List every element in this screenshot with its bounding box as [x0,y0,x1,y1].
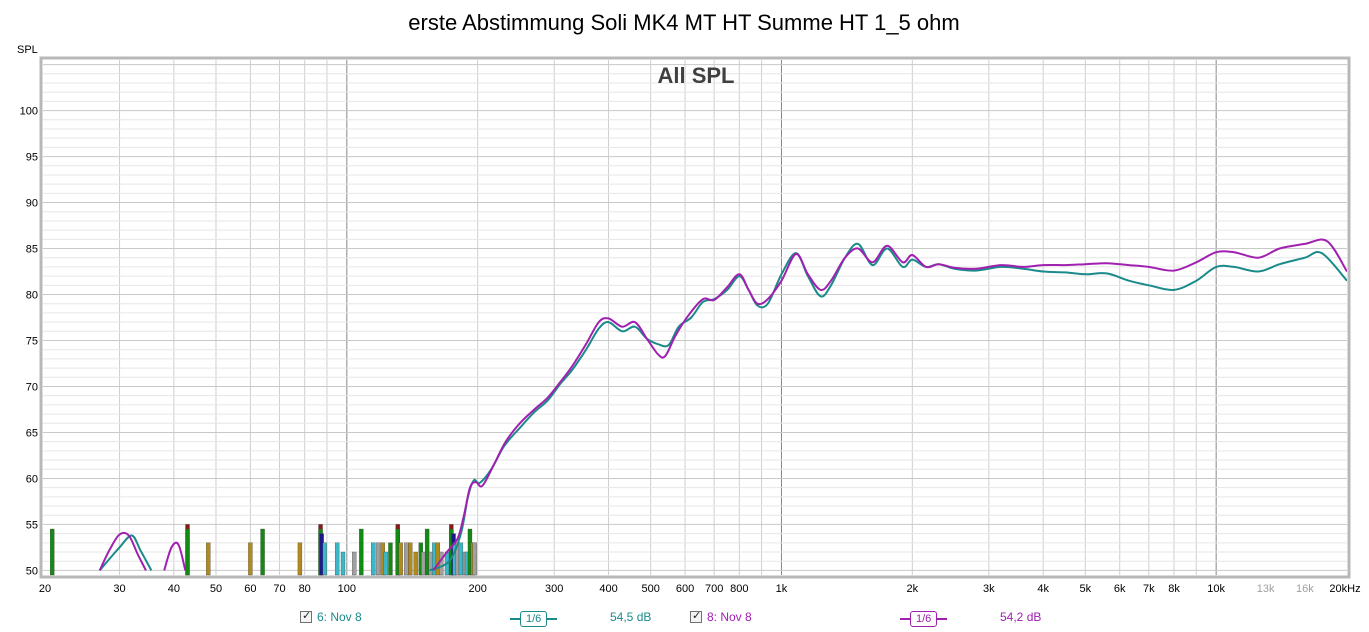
y-axis-label: SPL [17,44,38,56]
harmonic-bar [472,542,477,576]
harmonic-bar [248,542,253,576]
harmonic-bar [375,542,381,576]
harmonic-bar [428,551,433,576]
x-tick-label: 500 [641,583,659,595]
harmonic-bar [413,551,418,576]
x-tick-label: 200 [468,583,486,595]
series-line-2 [432,238,1347,571]
x-tick-label: 2k [907,583,919,595]
harmonic-bar [334,542,340,576]
series-2-label[interactable]: 8: Nov 8 [707,610,752,624]
y-tick-label: 65 [26,427,38,439]
harmonic-bar [424,528,430,576]
series-1-level: 54,5 dB [610,610,652,624]
x-tick-label: 13k [1257,583,1275,595]
chart-title: erste Abstimmung Soli MK4 MT HT Summe HT… [408,10,959,35]
harmonic-bar [359,528,364,576]
harmonic-bar [352,551,357,576]
y-tick-label: 95 [26,152,38,164]
x-tick-label: 16k [1296,583,1314,595]
series-line-2 [163,541,187,571]
series-1-checkbox[interactable] [300,609,312,623]
legend-item-series-2[interactable]: 8: Nov 8 [690,609,752,624]
y-tick-label: 55 [26,519,38,531]
harmonic-bar [206,542,211,576]
harmonic-bar [322,542,327,576]
y-tick-label: 90 [26,198,38,210]
harmonic-bar [458,542,464,576]
series-1-smoothing-value[interactable]: 1/6 [520,611,548,627]
x-tick-label: 800 [730,583,748,595]
x-tick-label: 10k [1207,583,1225,595]
harmonic-bar [260,528,265,576]
series-2-level: 54,2 dB [1000,610,1042,624]
harmonic-bar [340,551,346,576]
harmonic-bar [421,551,426,576]
x-tick-label: 300 [545,583,563,595]
x-tick-label: 3k [983,583,995,595]
harmonic-bar [371,542,376,576]
x-tick-label: 60 [244,583,256,595]
x-tick-label: 30 [113,583,125,595]
x-tick-label: 8k [1168,583,1180,595]
x-tick-label: 1k [776,583,788,595]
chart-subtitle: All SPL [657,63,734,88]
harmonic-bar [297,542,303,576]
y-tick-label: 75 [26,335,38,347]
series-1-smoothing[interactable]: 1/6 [510,610,558,628]
y-tick-label: 70 [26,381,38,393]
harmonic-bar [388,542,393,576]
series-2-smoothing-value[interactable]: 1/6 [910,611,938,627]
x-tick-label: 20kHz [1329,583,1360,595]
x-tick-label: 100 [338,583,356,595]
x-tick-label: 4k [1037,583,1049,595]
x-tick-label: 600 [676,583,694,595]
series-line-1 [429,242,1347,572]
plot-frame [39,56,1351,579]
x-tick-label: 70 [273,583,285,595]
y-tick-label: 80 [26,290,38,302]
x-tick-label: 50 [210,583,222,595]
harmonic-bar [439,551,444,576]
series-line-1 [98,534,153,572]
series-line-2 [98,531,147,571]
harmonic-bar [398,542,403,576]
harmonic-bar [50,528,55,576]
y-tick-label: 100 [20,106,38,118]
harmonic-bar [383,551,389,576]
series-1-label[interactable]: 6: Nov 8 [317,610,362,624]
x-tick-label: 5k [1079,583,1091,595]
x-tick-label: 40 [168,583,180,595]
x-tick-label: 20 [39,583,51,595]
series-2-smoothing[interactable]: 1/6 [900,610,948,628]
legend: 6: Nov 8 1/6 54,5 dB 8: Nov 8 1/6 54,2 d… [0,608,1369,628]
x-tick-label: 6k [1114,583,1126,595]
y-tick-label: 60 [26,473,38,485]
x-tick-label: 80 [299,583,311,595]
harmonic-bar [404,542,409,576]
series-2-checkbox[interactable] [690,609,702,623]
legend-item-series-1[interactable]: 6: Nov 8 [300,609,362,624]
harmonic-bar [408,542,413,576]
x-tick-label: 400 [599,583,617,595]
y-tick-label: 50 [26,565,38,577]
x-tick-label: 7k [1143,583,1155,595]
x-tick-label: 700 [705,583,723,595]
y-tick-label: 85 [26,244,38,256]
harmonic-bar [185,528,190,576]
